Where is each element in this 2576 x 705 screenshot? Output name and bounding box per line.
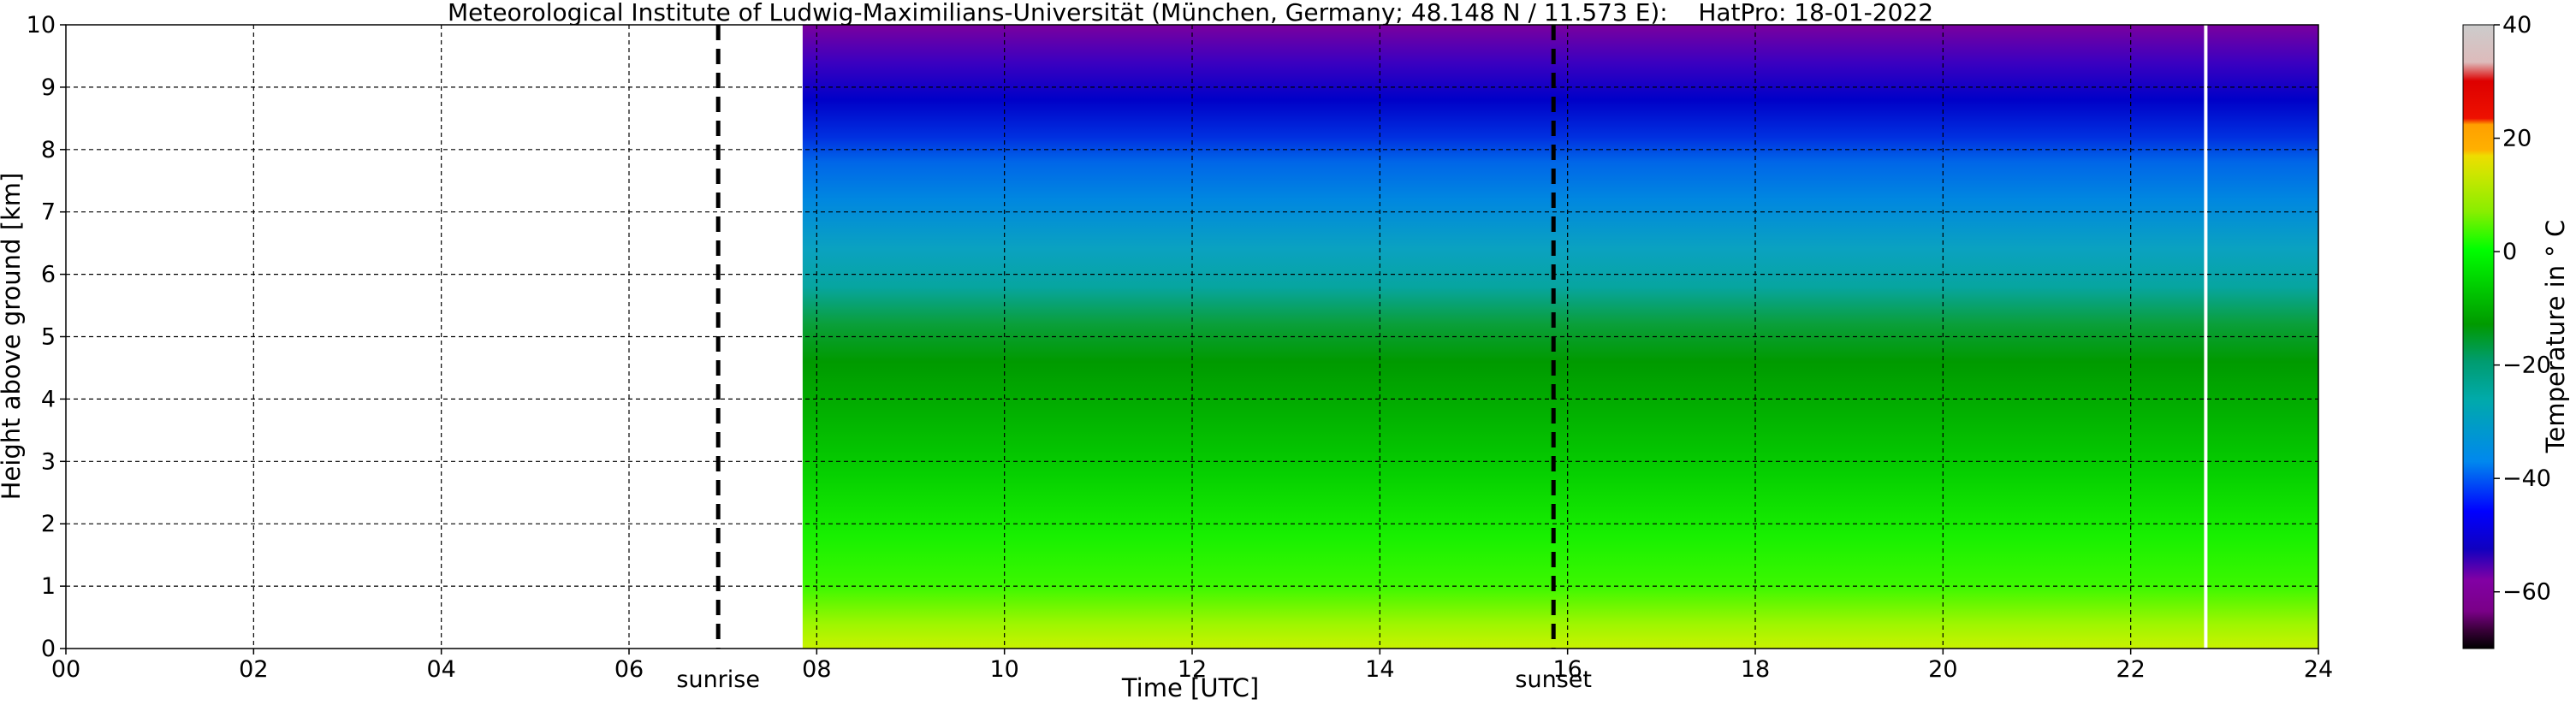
y-axis-ticks: 0 1 2 3 4 5 6 7 8 9 10 <box>27 12 66 662</box>
annotation-label-sunrise: sunrise <box>676 666 760 693</box>
x-tick-label: 08 <box>802 656 831 683</box>
colorbar-tick-label: 0 <box>2502 239 2517 265</box>
y-tick-label: 10 <box>27 12 56 39</box>
y-tick-label: 3 <box>41 448 56 475</box>
y-tick-label: 5 <box>41 324 56 351</box>
y-tick-label: 6 <box>41 262 56 288</box>
x-tick-label: 14 <box>1365 656 1394 683</box>
grid <box>66 25 2318 649</box>
x-tick-label: 24 <box>2304 656 2333 683</box>
x-tick-label: 02 <box>239 656 268 683</box>
x-axis-title: Time [UTC] <box>1121 673 1259 702</box>
x-tick-label: 10 <box>989 656 1018 683</box>
y-tick-label: 0 <box>41 636 56 662</box>
x-tick-label: 12 <box>1178 656 1207 683</box>
colorbar: 40 20 0 −20 −40 −60 Temperature in ° C <box>2462 12 2570 649</box>
colorbar-tick-label: −60 <box>2502 579 2551 606</box>
y-tick-label: 4 <box>41 386 56 412</box>
x-tick-label: 18 <box>1741 656 1770 683</box>
y-tick-label: 1 <box>41 573 56 600</box>
colorbar-tick-label: 20 <box>2502 126 2531 152</box>
y-tick-label: 7 <box>41 199 56 226</box>
chart-title: Meteorological Institute of Ludwig-Maxim… <box>448 0 1933 27</box>
colorbar-ticks: 40 20 0 −20 −40 −60 <box>2494 12 2551 606</box>
x-tick-label: 16 <box>1552 656 1582 683</box>
x-axis-ticks: 00 02 04 06 08 10 12 14 16 18 20 22 24 <box>51 649 2333 683</box>
y-tick-label: 2 <box>41 511 56 537</box>
annotation-labels: sunrise sunset <box>676 666 1592 693</box>
y-tick-label: 8 <box>41 137 56 163</box>
annotation-lines <box>715 25 1556 649</box>
colorbar-tick-label: 40 <box>2502 12 2531 39</box>
x-tick-label: 06 <box>614 656 644 683</box>
plot-area <box>65 24 2319 649</box>
colorbar-tick-label: −20 <box>2502 352 2551 379</box>
x-tick-label: 20 <box>1928 656 1957 683</box>
y-axis-title: Height above ground [km] <box>0 173 26 501</box>
annotation-label-sunset: sunset <box>1515 666 1592 693</box>
colorbar-tick-label: −40 <box>2502 465 2551 492</box>
colorbar-fill <box>2462 24 2495 649</box>
x-tick-label: 00 <box>51 656 80 683</box>
x-tick-label: 04 <box>426 656 455 683</box>
colorbar-title: Temperature in ° C <box>2541 220 2570 454</box>
y-tick-label: 9 <box>41 74 56 101</box>
x-tick-label: 22 <box>2116 656 2145 683</box>
